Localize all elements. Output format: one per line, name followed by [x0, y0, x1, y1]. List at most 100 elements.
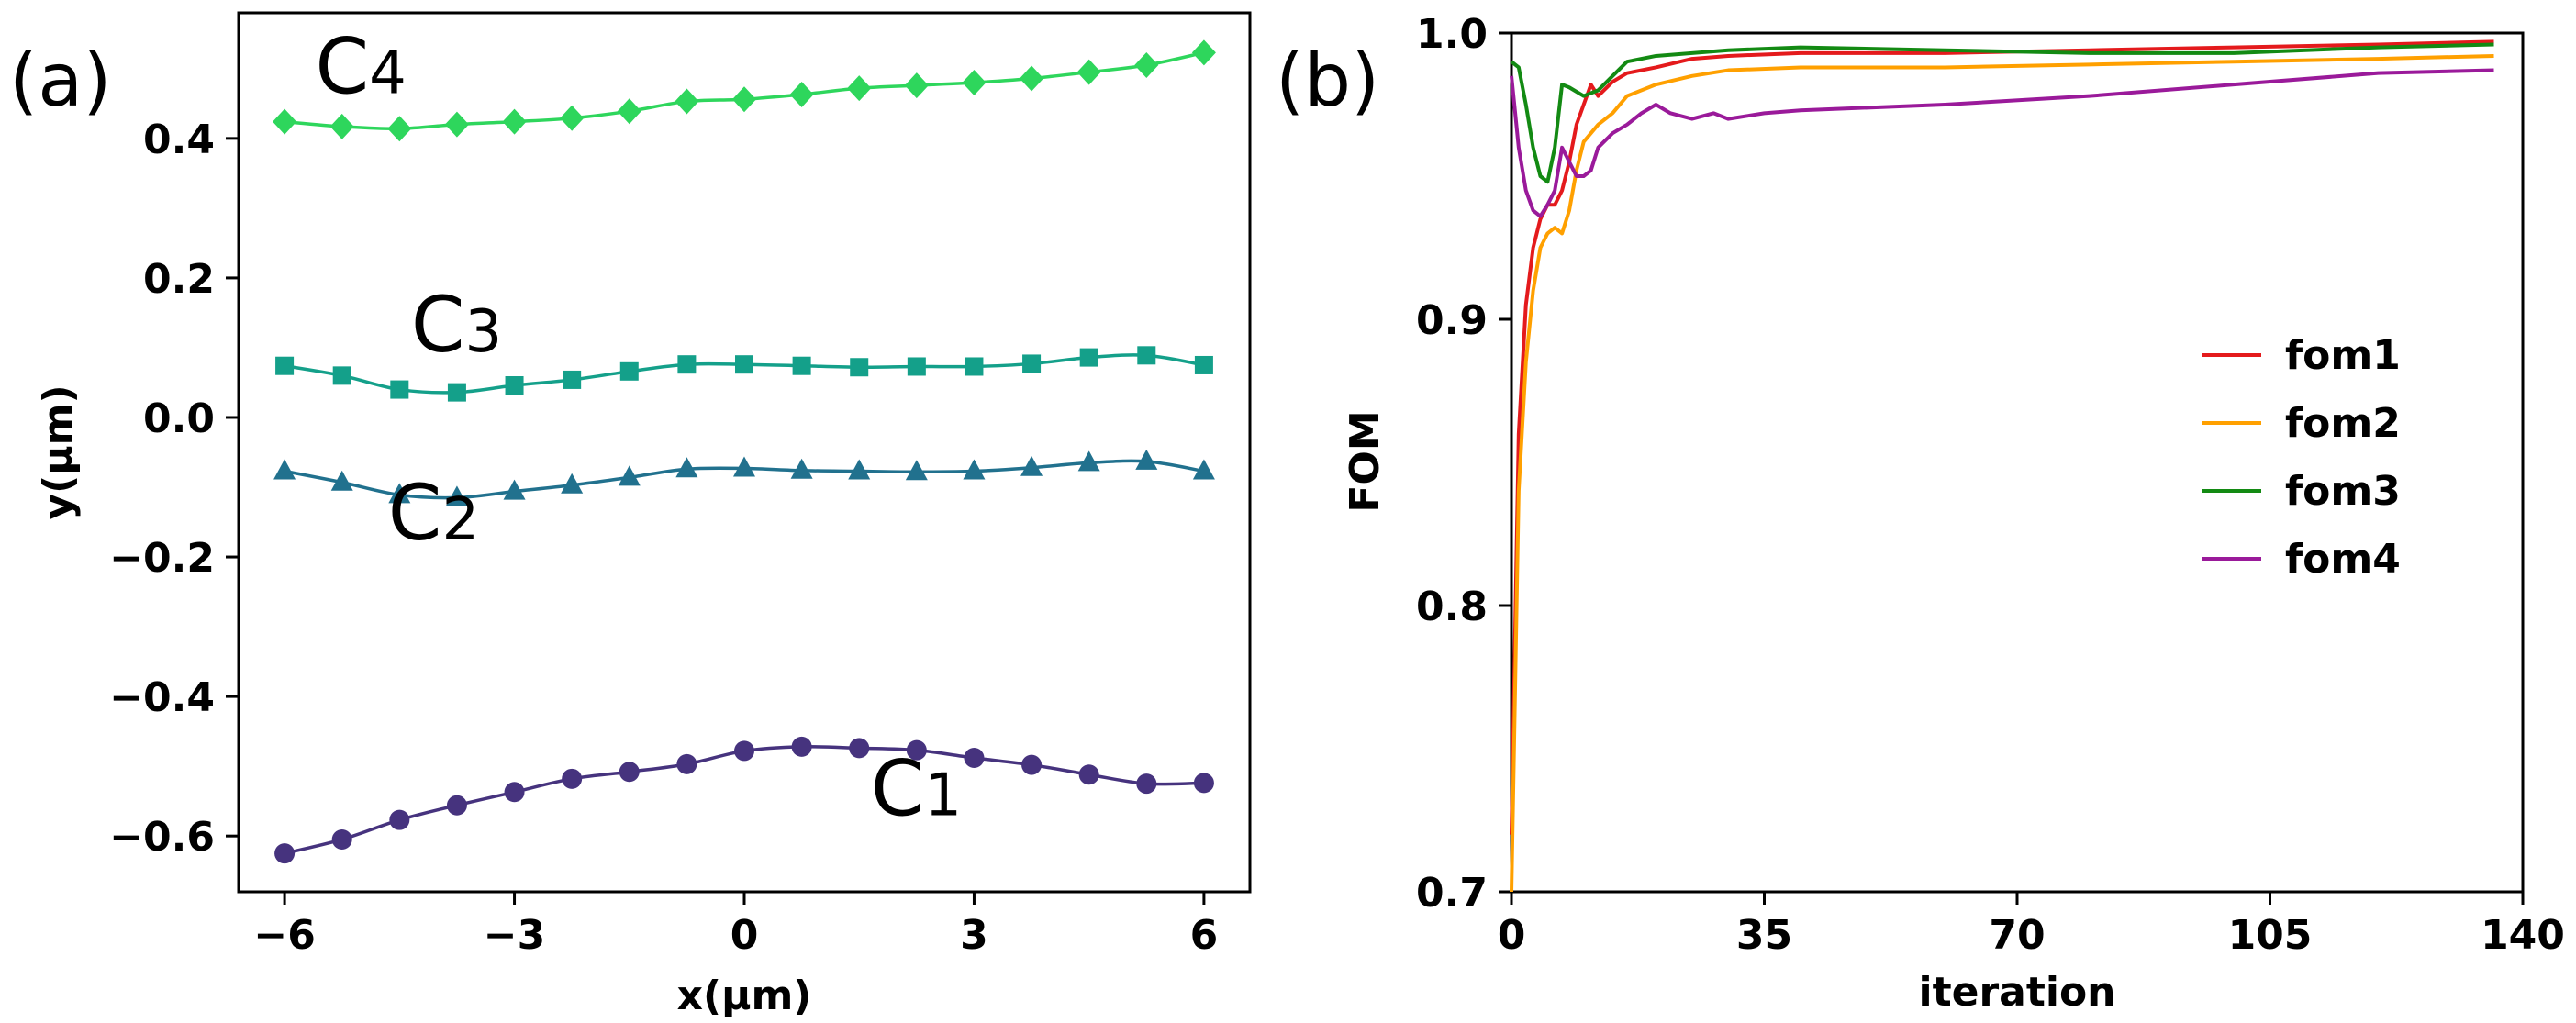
panel-a-point-c3	[332, 366, 351, 385]
panel-a-point-c2	[1135, 449, 1158, 470]
panel-a-label: (a)	[9, 38, 111, 123]
panel-a-point-c1	[331, 828, 352, 850]
panel-b-series-line-fom2	[1510, 53, 2494, 893]
panel-a-point-c3	[1137, 346, 1156, 365]
panel-a-point-c3	[275, 356, 295, 375]
panel-a-point-c2	[330, 470, 353, 491]
panel-a-xtick-label: 3	[960, 912, 988, 959]
panel-a-point-c4	[329, 113, 354, 139]
panel-a-point-c1	[964, 748, 985, 769]
panel-a-xlabel: x(μm)	[677, 973, 812, 1019]
panel-a-point-c1	[734, 740, 754, 762]
panel-a-point-c1	[446, 795, 467, 816]
panel-a-point-c4	[502, 108, 527, 135]
panel-a-point-c1	[562, 768, 583, 789]
panel-a-ytick-label: −0.2	[109, 535, 215, 582]
panel-b-xtick-label: 0	[1498, 912, 1526, 959]
panel-a-point-c3	[619, 361, 639, 381]
panel-a-point-c1	[389, 809, 410, 830]
panel-b-legend-label-fom2: fom2	[2285, 400, 2401, 447]
panel-a-point-c2	[445, 485, 468, 506]
panel-a-point-c2	[963, 459, 986, 480]
panel-a-point-c3	[563, 370, 582, 389]
panel-b-ylabel: FOM	[1342, 410, 1388, 512]
panel-a-ytick-label: 0.0	[143, 395, 215, 442]
panel-b-legend: fom1 fom2 fom3 fom4	[2202, 332, 2401, 583]
panel-a-point-c4	[789, 81, 814, 107]
panel-b-ytick-label: 1.0	[1416, 11, 1488, 58]
panel-b-series-line-fom3	[1510, 42, 2494, 184]
panel-a-point-c1	[1078, 764, 1099, 785]
panel-a-point-c4	[1020, 65, 1044, 92]
panel-a-point-c1	[274, 843, 296, 864]
panel-a-point-c2	[618, 465, 641, 486]
panel-a-point-c1	[1021, 754, 1043, 775]
panel-a-point-c4	[732, 86, 756, 113]
panel-a-point-c1	[1193, 773, 1214, 794]
panel-a-point-c3	[850, 358, 869, 377]
panel-a-point-c2	[675, 457, 698, 478]
panel-a-curve-label-c4: C4	[315, 21, 406, 111]
panel-a-point-c3	[735, 355, 753, 374]
panel-a-xtick-label: −3	[484, 912, 545, 959]
panel-a-point-c3	[907, 357, 926, 376]
panel-a-point-c2	[503, 479, 526, 500]
panel-a-point-c3	[390, 380, 409, 399]
panel-a-point-c3	[1194, 355, 1213, 374]
panel-b-legend-label-fom4: fom4	[2285, 536, 2401, 583]
panel-b-chart: 0 35 70 105 140 0.7 0.8 0.9 1.0 fom1 fom2 fom3 fom4…	[1276, 11, 2565, 1016]
panel-a-ytick-label: −0.4	[109, 674, 215, 721]
panel-a-point-c1	[791, 736, 812, 757]
panel-a-point-c1	[849, 738, 870, 759]
panel-a-point-c2	[790, 458, 813, 479]
panel-b-ytick-label: 0.8	[1416, 584, 1488, 630]
panel-b-xtick-label: 70	[1989, 912, 2045, 959]
panel-a-point-c3	[447, 383, 466, 402]
panel-a-xtick-label: 6	[1190, 912, 1219, 959]
panel-b-ytick-label: 0.9	[1416, 297, 1488, 344]
panel-a-point-c2	[905, 460, 928, 481]
panel-a-series-line-c1	[284, 744, 1204, 855]
panel-a-point-c4	[387, 116, 412, 142]
panel-a-point-c1	[676, 753, 697, 774]
panel-a-point-c1	[1136, 773, 1157, 795]
panel-b-xtick-label: 105	[2228, 912, 2313, 959]
panel-b-label: (b)	[1276, 38, 1379, 123]
panel-a-point-c2	[733, 456, 755, 477]
panel-a-point-c4	[904, 72, 929, 99]
panel-a-point-c1	[619, 762, 640, 783]
panel-b-legend-label-fom3: fom3	[2285, 468, 2401, 515]
panel-a-point-c4	[1191, 39, 1216, 66]
panel-a-point-c4	[847, 75, 872, 102]
panel-a-point-c3	[1022, 354, 1042, 373]
panel-a-point-c4	[273, 108, 297, 135]
panel-a-curve-label-c1: C1	[871, 743, 962, 833]
panel-a-point-c2	[1077, 450, 1100, 472]
panel-a-point-c3	[505, 376, 524, 395]
panel-a-point-c2	[388, 483, 411, 504]
panel-a-chart: −6 −3 0 3 6 −0.6 −0.4 −0.2 0.0 0.2 0.4 C1 C2 C3 C4 (a…	[9, 11, 1252, 1019]
panel-a-point-c3	[792, 356, 811, 375]
panel-a-point-c2	[1192, 459, 1215, 480]
panel-b-legend-label-fom1: fom1	[2285, 332, 2401, 379]
panel-b-xtick-label: 140	[2481, 912, 2565, 959]
panel-a-point-c4	[1134, 52, 1159, 79]
panel-a-point-c4	[1076, 59, 1101, 85]
panel-a-ytick-label: 0.2	[143, 256, 215, 303]
panel-a-xtick-label: 0	[730, 912, 759, 959]
panel-a-curve-label-c2: C2	[388, 468, 479, 558]
panel-b-xtick-label: 35	[1736, 912, 1792, 959]
panel-a-point-c2	[848, 459, 871, 480]
panel-a-point-c4	[444, 111, 469, 138]
panel-a-point-c1	[504, 782, 525, 803]
panel-b-axes-frame	[1510, 31, 2525, 894]
panel-a-ytick-label: 0.4	[143, 117, 215, 163]
panel-a-point-c3	[677, 355, 697, 374]
panel-a-curve-label-c3: C3	[411, 280, 502, 370]
panel-a-point-c2	[273, 459, 296, 480]
panel-a-point-c3	[965, 357, 984, 376]
panel-a-ytick-label: −0.6	[109, 814, 215, 861]
panel-a-point-c2	[561, 473, 584, 494]
panel-a-point-c4	[560, 105, 585, 131]
